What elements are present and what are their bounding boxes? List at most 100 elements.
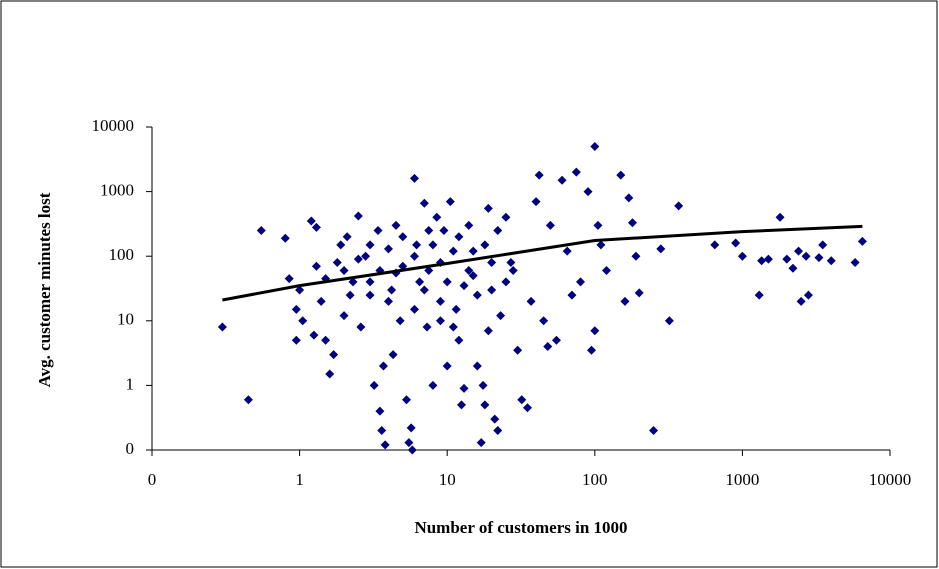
data-point (329, 350, 339, 360)
data-point (526, 296, 536, 306)
data-point (634, 288, 644, 298)
data-point (407, 445, 417, 455)
data-point (398, 232, 408, 242)
data-point (457, 400, 467, 410)
data-point (596, 240, 606, 250)
data-point (365, 240, 375, 250)
data-point (480, 240, 490, 250)
data-point (419, 198, 429, 208)
data-point (487, 285, 497, 295)
data-point (424, 225, 434, 235)
data-point (306, 216, 316, 226)
data-point (388, 350, 398, 360)
data-point (387, 285, 397, 295)
data-point (391, 220, 401, 230)
data-point (814, 253, 824, 263)
data-point (508, 266, 518, 276)
data-point (480, 400, 490, 410)
data-point (620, 296, 630, 306)
x-axis-title: Number of customers in 1000 (414, 518, 627, 537)
data-point (422, 322, 432, 332)
data-point (280, 233, 290, 243)
data-point (501, 212, 511, 222)
data-point (710, 240, 720, 250)
data-point (409, 173, 419, 183)
data-point (395, 316, 405, 326)
data-point (517, 395, 527, 405)
data-point (369, 380, 379, 390)
data-point (543, 342, 553, 352)
data-point (590, 326, 600, 336)
data-point (291, 335, 301, 345)
data-point (539, 316, 549, 326)
data-point (850, 257, 860, 267)
data-point (557, 175, 567, 185)
data-point (454, 232, 464, 242)
data-point (375, 406, 385, 416)
y-tick-label: 1 (126, 374, 135, 393)
data-point (487, 257, 497, 267)
data-point (353, 211, 363, 221)
data-point (415, 277, 425, 287)
data-point (442, 277, 452, 287)
data-point (332, 257, 342, 267)
data-point (763, 254, 773, 264)
data-point (383, 244, 393, 254)
data-point (432, 212, 442, 222)
x-tick-label: 10 (439, 470, 456, 489)
y-tick-label: 10000 (92, 116, 135, 135)
data-point (575, 277, 585, 287)
data-point (493, 225, 503, 235)
data-point (826, 256, 836, 266)
data-point (483, 326, 493, 336)
data-point (664, 316, 674, 326)
data-point (627, 218, 637, 228)
data-point (754, 290, 764, 300)
data-point (409, 304, 419, 314)
data-point (593, 220, 603, 230)
data-point (311, 261, 321, 271)
data-point (472, 290, 482, 300)
data-point (373, 225, 383, 235)
data-point (478, 380, 488, 390)
data-point (551, 335, 561, 345)
data-point (571, 167, 581, 177)
data-point (435, 296, 445, 306)
data-point (217, 322, 227, 332)
data-point (284, 274, 294, 284)
trend-line (222, 224, 863, 302)
data-point (490, 414, 500, 424)
data-point (445, 197, 455, 207)
data-point (656, 244, 666, 254)
data-point (587, 345, 597, 355)
data-point (243, 395, 253, 405)
data-point (649, 426, 659, 436)
data-point (801, 251, 811, 261)
data-point (451, 304, 461, 314)
data-point (377, 426, 387, 436)
data-point (818, 240, 828, 250)
data-point (321, 335, 331, 345)
y-axis-title: Avg. customer minutes lost (35, 192, 54, 387)
data-point (365, 290, 375, 300)
data-point (476, 438, 486, 448)
data-point (404, 438, 414, 448)
data-point (601, 266, 611, 276)
data-point (291, 304, 301, 314)
data-point (428, 380, 438, 390)
data-point (424, 266, 434, 276)
data-point (523, 403, 533, 413)
data-point (435, 316, 445, 326)
x-tick-label: 10000 (869, 470, 912, 489)
x-tick-label: 1000 (725, 470, 759, 489)
data-point (506, 257, 516, 267)
data-point (336, 240, 346, 250)
data-point (464, 220, 474, 230)
data-point (439, 225, 449, 235)
data-point (674, 201, 684, 211)
data-point (737, 251, 747, 261)
data-point (583, 187, 593, 197)
data-point (356, 322, 366, 332)
